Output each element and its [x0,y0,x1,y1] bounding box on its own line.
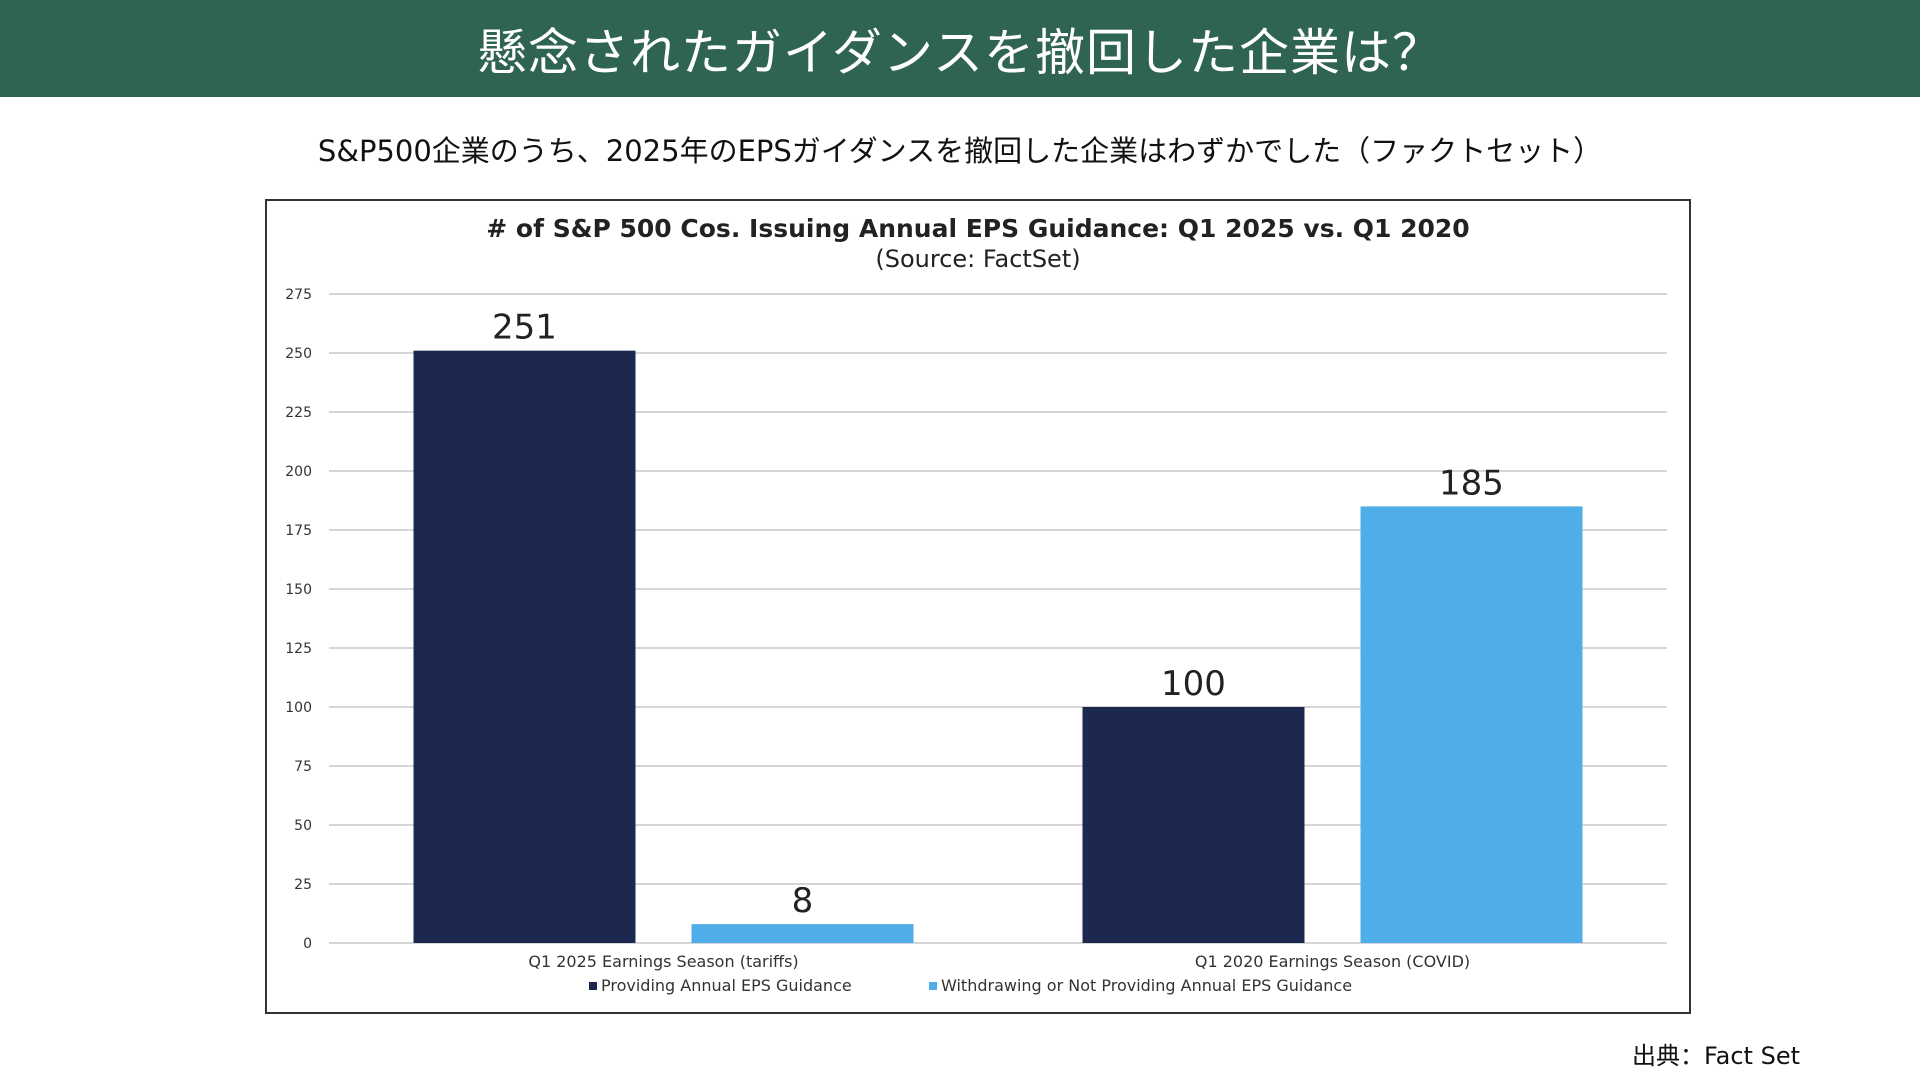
chart-frame: # of S&P 500 Cos. Issuing Annual EPS Gui… [265,199,1691,1014]
bar [413,350,636,943]
legend-label: Withdrawing or Not Providing Annual EPS … [941,976,1352,995]
bar-value-label: 8 [792,881,814,921]
bar-value-label: 251 [492,308,557,348]
bar [691,924,914,943]
y-tick-label: 225 [285,405,312,421]
y-tick-label: 125 [285,641,312,657]
y-tick-label: 175 [285,523,312,539]
legend-label: Providing Annual EPS Guidance [601,976,852,995]
bar-value-label: 100 [1161,664,1226,704]
bar [1082,707,1305,943]
x-tick-label: Q1 2020 Earnings Season (COVID) [1195,952,1470,971]
source-note: 出典：Fact Set [1632,1042,1800,1070]
chart-title: # of S&P 500 Cos. Issuing Annual EPS Gui… [486,214,1469,243]
bar [1360,506,1583,943]
chart-subtitle: (Source: FactSet) [875,245,1080,273]
y-tick-label: 200 [285,464,312,480]
x-tick-label: Q1 2025 Earnings Season (tariffs) [528,952,798,971]
y-tick-label: 50 [294,818,312,834]
bar-chart: # of S&P 500 Cos. Issuing Annual EPS Gui… [285,214,1667,995]
bar-value-label: 185 [1439,463,1504,503]
page-subtitle: S&P500企業のうち、2025年のEPSガイダンスを撤回した企業はわずかでした… [317,134,1603,168]
legend-swatch [589,982,597,990]
y-tick-label: 150 [285,582,312,598]
title-banner: 懸念されたガイダンスを撤回した企業は？ [0,0,1920,97]
y-tick-label: 75 [294,759,312,775]
y-tick-label: 25 [294,877,312,893]
y-tick-label: 0 [303,936,312,952]
legend-swatch [929,982,937,990]
y-tick-label: 275 [285,287,312,303]
y-tick-label: 250 [285,346,312,362]
y-tick-label: 100 [285,700,312,716]
page-title: 懸念されたガイダンスを撤回した企業は？ [477,23,1443,82]
